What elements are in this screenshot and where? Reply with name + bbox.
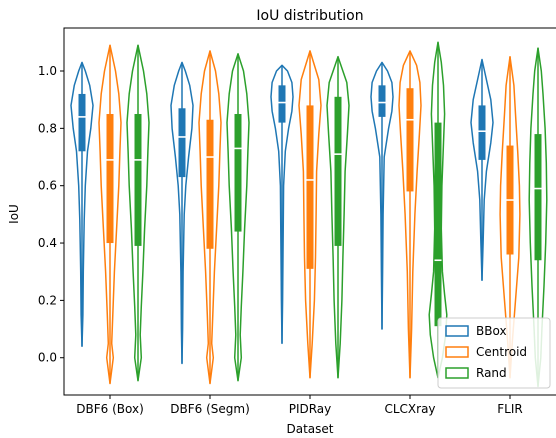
- iqr-box: [478, 105, 486, 160]
- iqr-box: [234, 114, 242, 232]
- y-tick-label: 0.0: [38, 351, 57, 365]
- series-centroid: [98, 44, 521, 385]
- legend-swatch: [445, 367, 469, 379]
- y-tick-label: 1.0: [38, 64, 57, 78]
- violin-body: [398, 50, 422, 379]
- violin-body: [70, 61, 94, 348]
- x-tick-label: DBF6 (Box): [76, 402, 144, 416]
- iqr-box: [406, 88, 414, 192]
- violin-body: [226, 53, 250, 382]
- y-tick-label: 0.8: [38, 121, 57, 135]
- iqr-box: [134, 114, 142, 246]
- y-tick-label: 0.2: [38, 293, 57, 307]
- x-tick-label: CLCXray: [384, 402, 435, 416]
- legend-entry: BBox: [476, 324, 507, 338]
- legend-entry: Centroid: [476, 345, 527, 359]
- violin-body: [126, 44, 150, 382]
- iqr-box: [534, 134, 542, 261]
- chart-title: IoU distribution: [256, 8, 363, 24]
- legend-entry: Rand: [476, 366, 507, 380]
- legend: BBox Centroid Rand: [437, 317, 551, 389]
- iqr-box: [378, 85, 386, 117]
- violin-body: [370, 61, 394, 330]
- violin-body: [170, 61, 194, 365]
- x-axis-label: Dataset: [287, 422, 334, 436]
- y-tick-label: 0.6: [38, 179, 57, 193]
- iqr-box: [306, 105, 314, 269]
- x-tick-label: PIDRay: [289, 402, 332, 416]
- iqr-box: [434, 122, 442, 327]
- iqr-box: [334, 96, 342, 246]
- iqr-box: [78, 93, 86, 152]
- y-axis-label: IoU: [7, 204, 21, 224]
- series-rand: [126, 41, 548, 388]
- violin-body: [428, 41, 448, 379]
- y-tick-label: 0.4: [38, 236, 57, 250]
- iqr-box: [178, 108, 186, 178]
- iqr-box: [206, 119, 214, 249]
- series-bbox: [70, 58, 494, 365]
- plot-area: 0.0 0.2 0.4 0.6 0.8 1.0 DBF6 (Box) DBF6 (Segm) P…: [38, 27, 556, 416]
- legend-swatch: [445, 325, 469, 337]
- x-tick-label: FLIR: [497, 402, 522, 416]
- violin-body: [198, 50, 222, 385]
- iqr-box: [106, 114, 114, 244]
- violin-body: [470, 58, 494, 282]
- x-tick-label: DBF6 (Segm): [170, 402, 250, 416]
- violin-body: [98, 44, 122, 385]
- iqr-box: [278, 85, 286, 123]
- violin-body: [298, 50, 322, 379]
- legend-swatch: [445, 346, 469, 358]
